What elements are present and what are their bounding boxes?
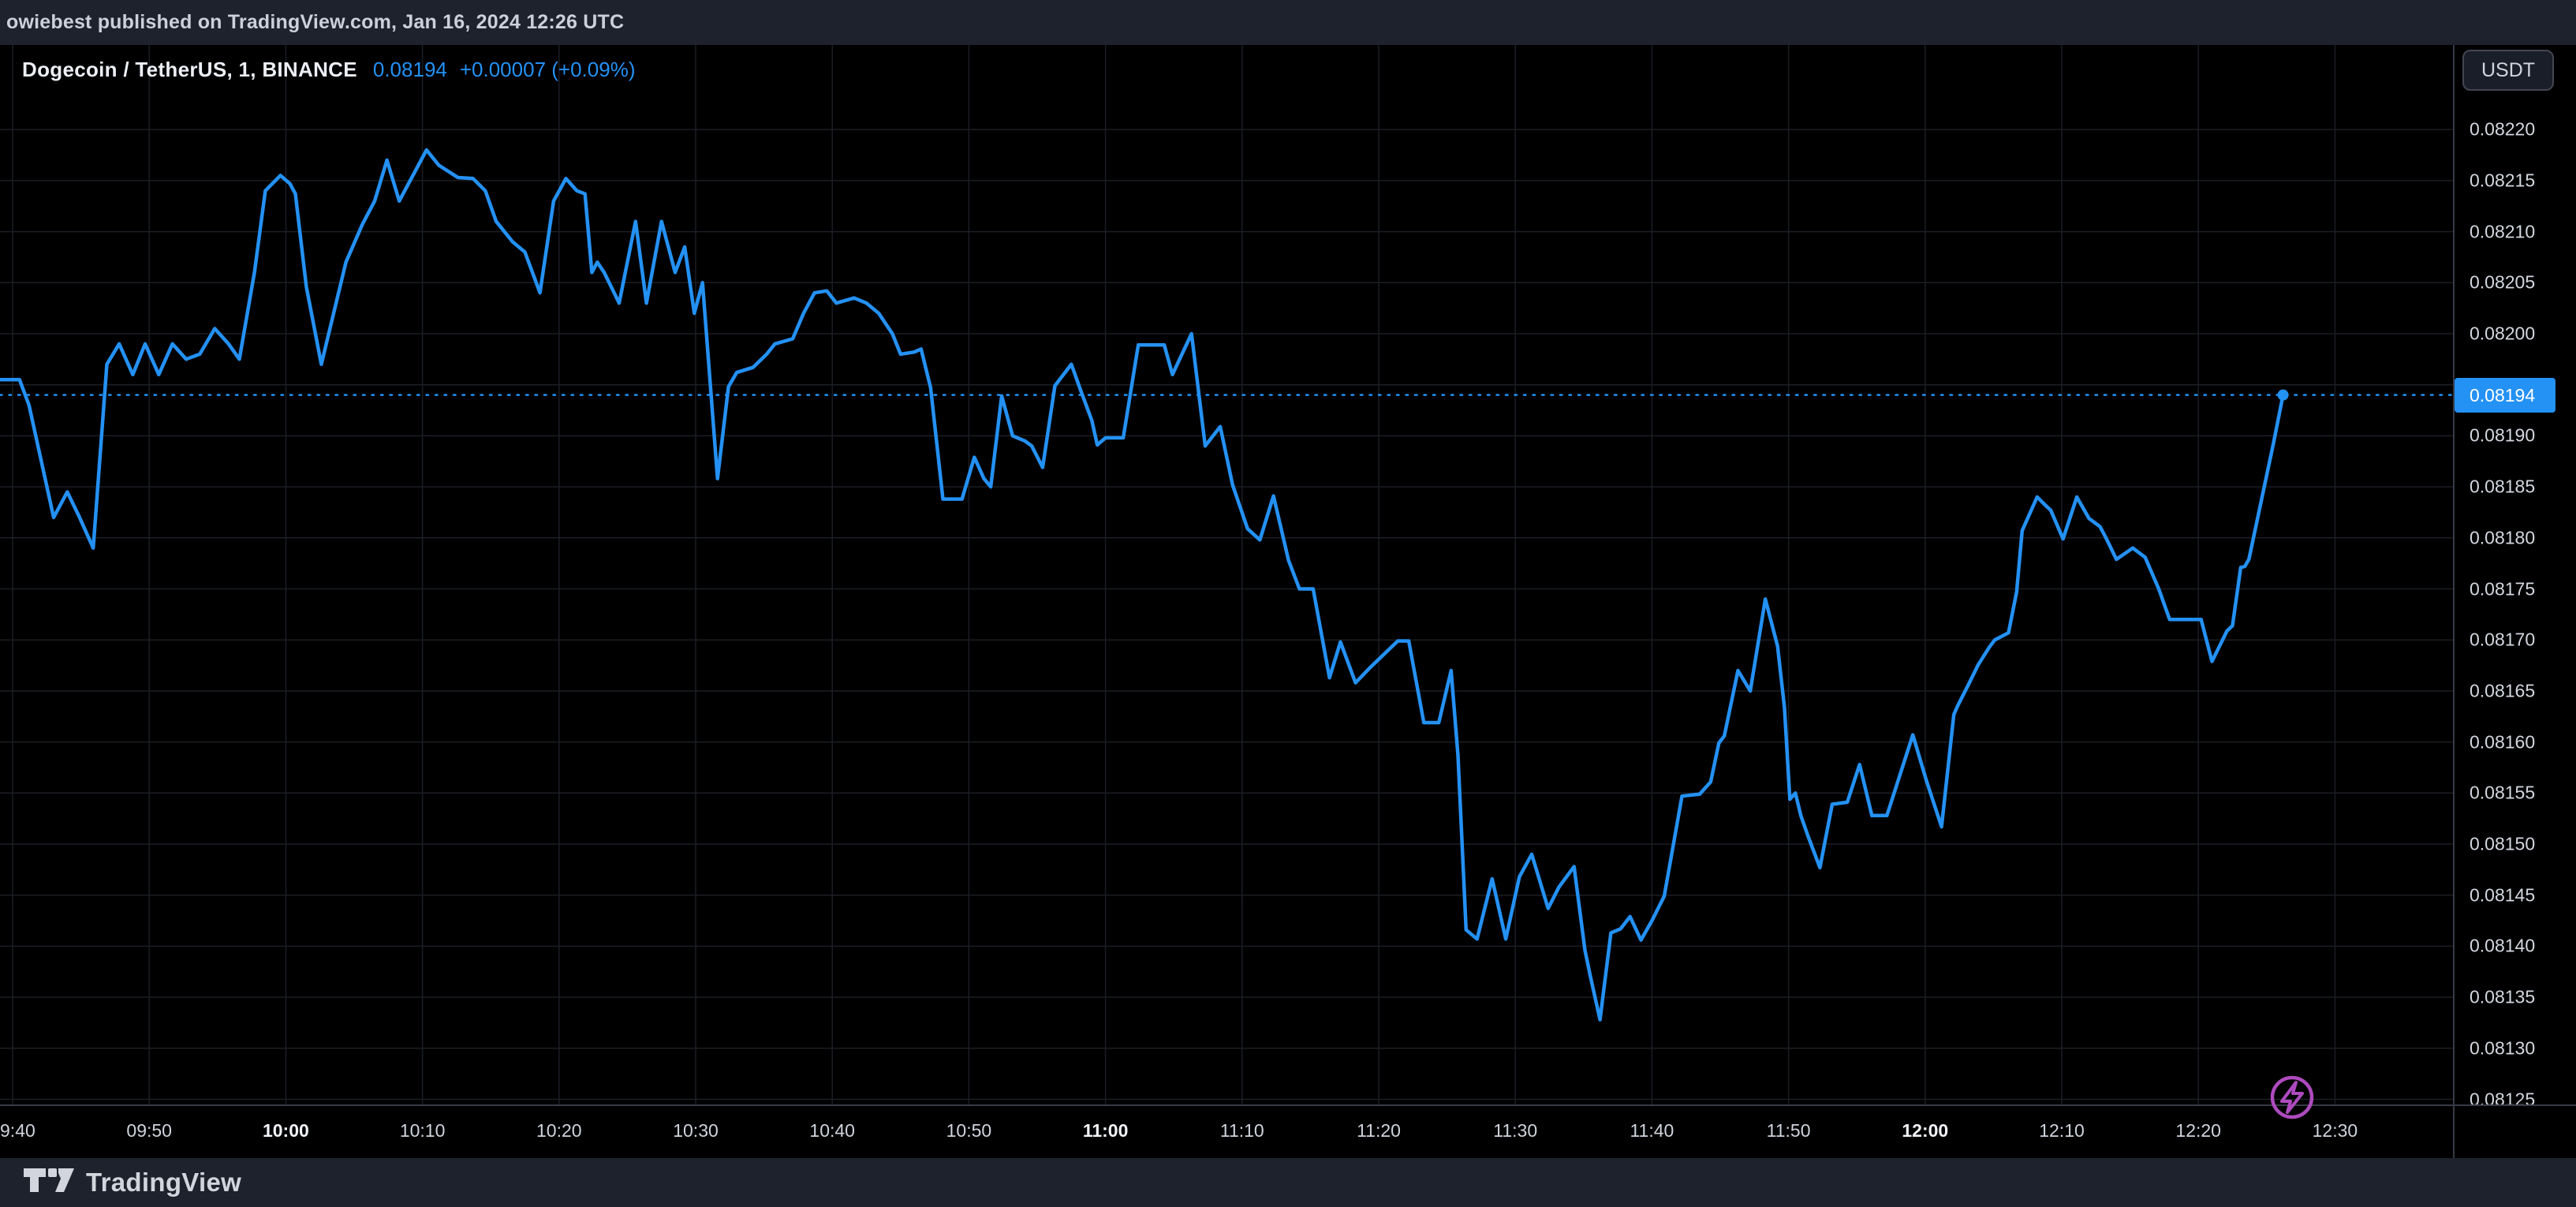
last-price-marker xyxy=(2277,389,2289,401)
time-tick-label: 12:10 xyxy=(2039,1120,2085,1141)
time-tick-label: 12:20 xyxy=(2175,1120,2221,1141)
price-tick-label: 0.08215 xyxy=(2470,170,2536,191)
price-tick-label: 0.08220 xyxy=(2470,118,2536,140)
price-tick-label: 0.08200 xyxy=(2470,323,2536,344)
price-scale-separator xyxy=(2453,45,2455,1158)
price-tick-label: 0.08175 xyxy=(2470,578,2536,599)
currency-toggle-button[interactable]: USDT xyxy=(2462,50,2554,91)
time-tick-label: 11:40 xyxy=(1630,1120,1674,1141)
current-price-badge: 0.08194 xyxy=(2455,378,2555,413)
price-line-series xyxy=(0,148,2285,1022)
time-tick-label: 09:40 xyxy=(0,1120,35,1141)
attribution-bar: owiebest published on TradingView.com, J… xyxy=(0,0,2576,45)
footer-bar: TradingView xyxy=(0,1158,2576,1207)
time-tick-label: 11:10 xyxy=(1219,1120,1264,1141)
time-tick-label: 10:40 xyxy=(809,1120,855,1141)
legend-values: 0.08194 +0.00007 (+0.09%) xyxy=(373,58,636,82)
price-tick-label: 0.08210 xyxy=(2470,221,2536,242)
time-tick-label: 10:00 xyxy=(262,1120,309,1141)
price-tick-label: 0.08205 xyxy=(2470,271,2536,293)
tradingview-logo-text: TradingView xyxy=(86,1168,242,1197)
price-tick-label: 0.08155 xyxy=(2470,782,2536,803)
time-tick-label: 11:30 xyxy=(1493,1120,1538,1141)
chart-legend: Dogecoin / TetherUS, 1, BINANCE 0.08194 … xyxy=(22,58,635,82)
time-tick-label: 11:00 xyxy=(1082,1120,1129,1141)
flash-boost-icon[interactable] xyxy=(2267,1072,2317,1123)
price-tick-label: 0.08130 xyxy=(2470,1037,2536,1059)
current-price-value: 0.08194 xyxy=(2470,384,2536,405)
price-tick-label: 0.08160 xyxy=(2470,731,2536,753)
price-tick-label: 0.08165 xyxy=(2470,680,2536,701)
attribution-text: owiebest published on TradingView.com, J… xyxy=(6,11,625,33)
price-chart-canvas xyxy=(0,45,2455,1104)
time-tick-label: 11:50 xyxy=(1766,1120,1811,1141)
time-tick-label: 10:50 xyxy=(946,1120,992,1141)
time-tick-label: 10:20 xyxy=(536,1120,582,1141)
price-tick-label: 0.08150 xyxy=(2470,833,2536,854)
legend-change: +0.00007 (+0.09%) xyxy=(459,58,636,81)
time-tick-label: 10:10 xyxy=(399,1120,446,1141)
price-tick-label: 0.08140 xyxy=(2470,935,2536,956)
time-tick-label: 12:00 xyxy=(1902,1120,1949,1141)
currency-toggle-label: USDT xyxy=(2481,58,2536,81)
time-tick-label: 09:50 xyxy=(126,1120,172,1141)
price-tick-label: 0.08145 xyxy=(2470,884,2536,906)
price-tick-label: 0.08180 xyxy=(2470,527,2536,548)
time-scale: 09:40 09:50 10:00 10:10 10:20 10:30 10:40 10:50… xyxy=(0,1104,2576,1158)
tradingview-logo[interactable]: TradingView xyxy=(24,1168,241,1198)
tradingview-logo-icon xyxy=(24,1168,74,1192)
price-tick-label: 0.08185 xyxy=(2470,476,2536,497)
time-tick-label: 12:30 xyxy=(2312,1120,2358,1141)
price-tick-label: 0.08190 xyxy=(2470,424,2536,446)
time-tick-label: 10:30 xyxy=(673,1120,719,1141)
price-tick-label: 0.08170 xyxy=(2470,629,2536,650)
legend-last-price: 0.08194 xyxy=(372,58,447,81)
price-scale: 0.08220 0.08215 0.08210 0.08205 0.08200 0.081… xyxy=(0,45,2576,1109)
chart-panel: Dogecoin / TetherUS, 1, BINANCE 0.08194 … xyxy=(0,45,2576,1158)
price-tick-label: 0.08135 xyxy=(2470,986,2536,1007)
time-tick-label: 11:20 xyxy=(1357,1120,1401,1141)
symbol-title: Dogecoin / TetherUS, 1, BINANCE xyxy=(22,58,357,81)
